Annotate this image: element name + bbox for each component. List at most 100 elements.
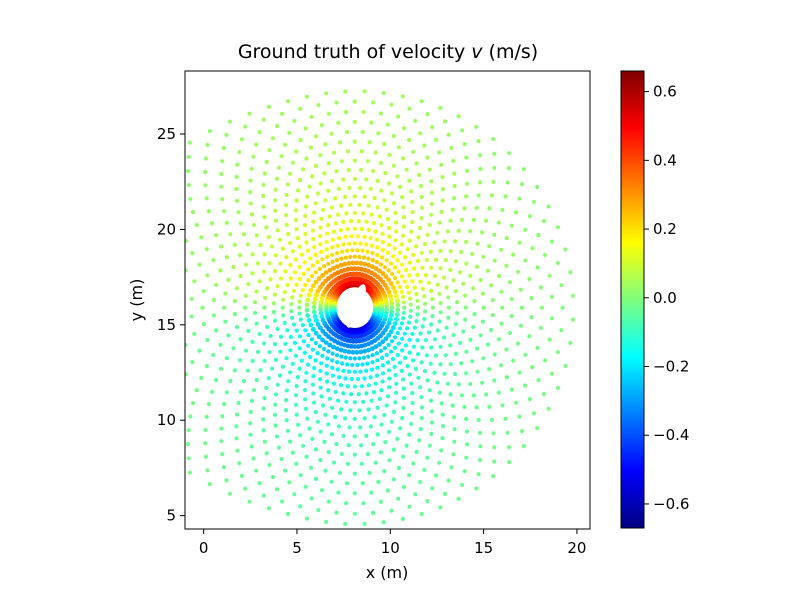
scatter-point	[418, 131, 423, 136]
scatter-point	[314, 292, 319, 298]
scatter-point	[304, 454, 309, 459]
scatter-point	[283, 269, 288, 274]
scatter-point	[413, 366, 419, 371]
scatter-point	[419, 195, 424, 200]
scatter-point	[453, 259, 459, 264]
scatter-point	[239, 137, 244, 142]
scatter-point	[285, 282, 290, 288]
scatter-point	[232, 299, 238, 304]
scatter-point	[368, 375, 373, 380]
scatter-point	[377, 268, 382, 274]
scatter-point	[257, 279, 262, 284]
scatter-point	[264, 225, 269, 230]
scatter-point	[113, 253, 117, 257]
scatter-point	[349, 376, 354, 382]
scatter-point	[416, 235, 421, 240]
scatter-point	[284, 388, 289, 393]
scatter-point	[298, 473, 303, 478]
scatter-point	[347, 185, 352, 190]
scatter-point	[442, 239, 447, 244]
scatter-point	[428, 249, 433, 254]
scatter-point	[380, 247, 385, 252]
scatter-point	[359, 461, 364, 466]
scatter-point	[319, 394, 324, 399]
scatter-point	[535, 184, 540, 190]
scatter-point	[214, 378, 219, 383]
scatter-point	[311, 374, 316, 379]
scatter-point	[407, 137, 412, 143]
scatter-point	[437, 150, 442, 155]
scatter-point	[325, 379, 330, 384]
scatter-point	[355, 376, 361, 382]
scatter-point	[224, 220, 229, 225]
scatter-point	[300, 167, 306, 172]
scatter-point	[186, 154, 191, 159]
scatter-point	[402, 484, 407, 490]
scatter-point	[463, 305, 468, 310]
scatter-point	[199, 235, 204, 240]
scatter-point	[381, 520, 386, 525]
scatter-point	[304, 94, 310, 99]
scatter-point	[396, 465, 401, 471]
scatter-point	[382, 265, 387, 270]
scatter-point	[210, 389, 215, 394]
scatter-point	[290, 450, 295, 455]
scatter-point	[303, 204, 308, 209]
scatter-point	[336, 398, 341, 403]
scatter-point	[298, 293, 303, 298]
scatter-point	[321, 207, 326, 212]
scatter-point	[365, 249, 370, 254]
scatter-point	[505, 430, 510, 435]
scatter-point	[376, 131, 381, 136]
scatter-point	[290, 160, 295, 165]
scatter-point	[509, 223, 514, 228]
scatter-point	[530, 365, 535, 370]
scatter-point	[149, 440, 153, 444]
scatter-point	[350, 362, 355, 368]
scatter-point	[293, 208, 299, 213]
scatter-point	[361, 255, 366, 260]
scatter-point	[341, 177, 346, 182]
scatter-point	[341, 219, 346, 224]
scatter-point	[352, 471, 357, 476]
scatter-point	[364, 433, 369, 438]
scatter-point	[364, 242, 369, 247]
scatter-point	[322, 439, 327, 444]
scatter-point	[404, 443, 409, 448]
scatter-point	[277, 373, 283, 378]
scatter-point	[439, 401, 444, 406]
y-axis: 5 10 15 20 25	[157, 125, 185, 525]
scatter-point	[455, 311, 460, 316]
scatter-point	[301, 271, 306, 276]
scatter-point	[338, 347, 344, 353]
scatter-point	[162, 381, 166, 385]
scatter-point	[321, 403, 326, 408]
scatter-point	[476, 472, 481, 477]
scatter-point	[272, 269, 278, 274]
scatter-point	[319, 216, 324, 221]
scatter-point	[393, 238, 398, 243]
scatter-point	[380, 355, 385, 360]
scatter-point	[400, 262, 405, 267]
scatter-point	[311, 391, 316, 396]
scatter-point	[168, 442, 172, 446]
scatter-point	[393, 400, 398, 405]
scatter-point	[471, 393, 476, 398]
scatter-point	[384, 307, 389, 312]
scatter-point	[297, 311, 302, 316]
scatter-point	[222, 402, 227, 407]
scatter-point	[319, 488, 325, 493]
scatter-point	[352, 511, 357, 516]
scatter-point	[429, 288, 434, 293]
scatter-point	[330, 365, 335, 370]
scatter-point	[487, 367, 492, 372]
scatter-point	[324, 247, 329, 252]
scatter-point	[491, 431, 496, 436]
scatter-point	[520, 182, 525, 187]
scatter-point	[339, 203, 344, 208]
scatter-point	[387, 458, 392, 463]
scatter-point	[429, 201, 434, 206]
scatter-point	[348, 408, 353, 413]
scatter-point	[364, 177, 369, 182]
scatter-point	[531, 411, 537, 416]
